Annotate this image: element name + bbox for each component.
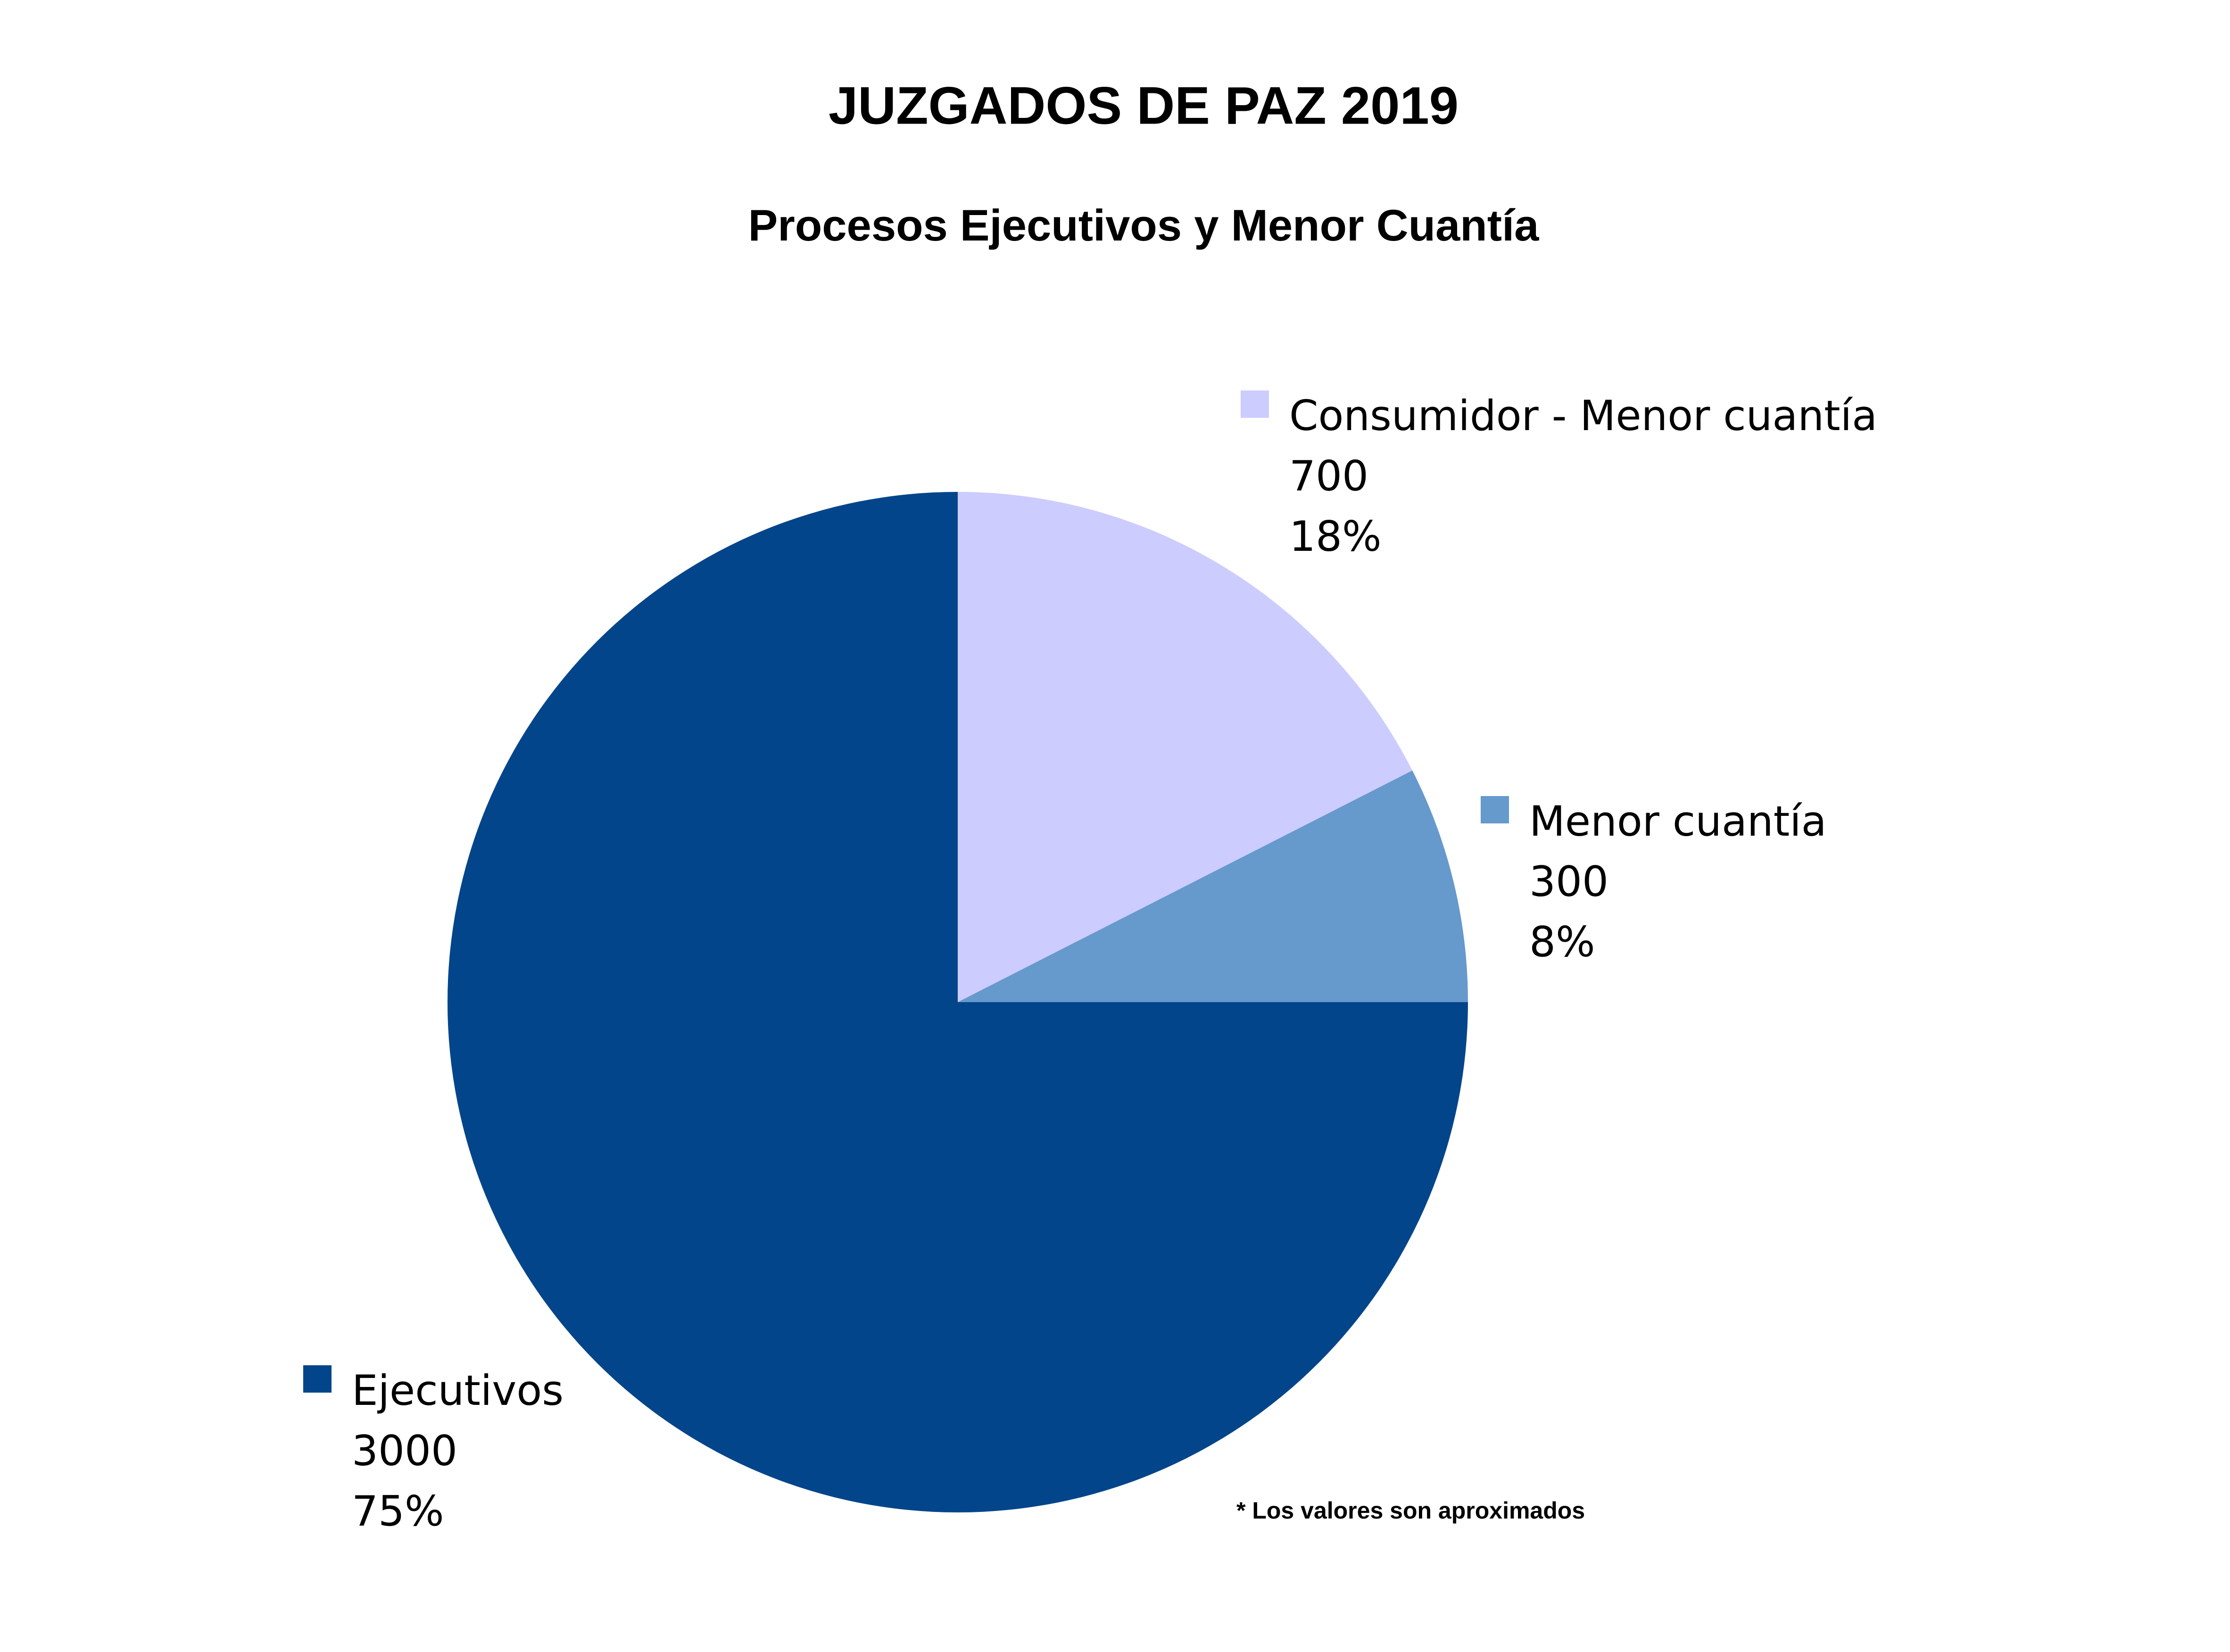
pie-slice [958, 492, 1413, 1002]
slice-label: Menor cuantía [1529, 797, 1827, 846]
slice-percent: 18% [1289, 512, 1382, 561]
annotation: * Los valores son aproximados [1236, 1497, 1585, 1524]
slice-percent: 75% [352, 1487, 444, 1536]
legend-swatch [1481, 796, 1509, 823]
slice-value: 700 [1289, 452, 1368, 500]
slice-value: 300 [1529, 857, 1608, 906]
slice-percent: 8% [1529, 918, 1595, 966]
chart-subtitle: Procesos Ejecutivos y Menor Cuantía [748, 200, 1540, 250]
slice-value: 3000 [352, 1427, 457, 1475]
pie-slice [958, 770, 1468, 1002]
legend-swatch [1241, 390, 1269, 418]
slice-label: Consumidor - Menor cuantía [1289, 391, 1877, 440]
legend-swatch [303, 1365, 332, 1393]
chart-title: JUZGADOS DE PAZ 2019 [829, 76, 1459, 135]
pie-slice [448, 492, 1468, 1512]
slice-label: Ejecutivos [352, 1366, 564, 1415]
